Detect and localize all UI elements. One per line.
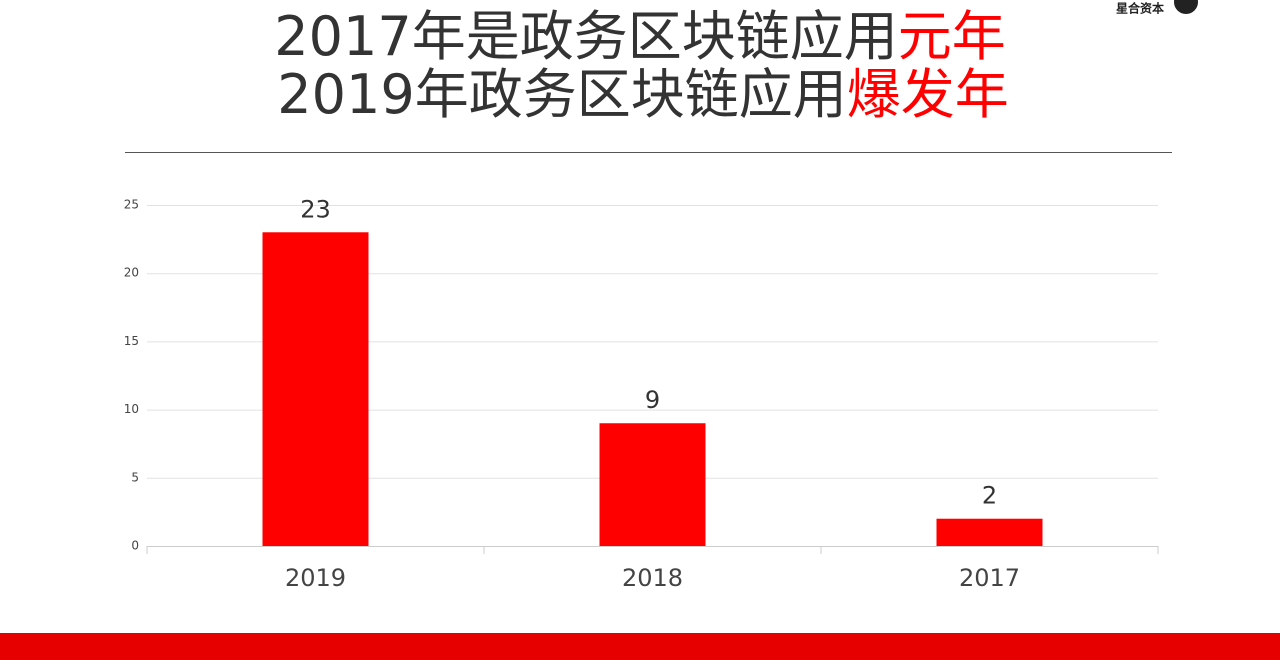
title-line: 2019年政务区块链应用爆发年 — [277, 63, 1008, 126]
value-label: 23 — [300, 195, 331, 223]
y-tick-label: 25 — [124, 198, 139, 212]
title-text: 2017年是政务区块链应用 — [274, 5, 897, 68]
bar — [262, 232, 369, 546]
plot: 0 5 10 15 20 25 2019 23 2018 9 2017 2 — [124, 195, 1159, 592]
logo-icon — [1174, 0, 1198, 14]
x-tick-label: 2018 — [622, 564, 683, 592]
x-tick-label: 2019 — [285, 564, 346, 592]
y-tick-label: 20 — [124, 266, 139, 280]
logo-text: 星合资本 — [1116, 1, 1164, 16]
y-tick-label: 0 — [131, 539, 139, 553]
bar — [936, 518, 1043, 546]
title-line: 2017年是政务区块链应用元年 — [274, 5, 1005, 68]
value-label: 2 — [982, 482, 997, 510]
y-tick-label: 5 — [131, 470, 139, 484]
x-tick-label: 2017 — [959, 564, 1020, 592]
title-text: 2019年政务区块链应用 — [277, 63, 846, 126]
bar — [599, 423, 706, 546]
y-tick-label: 10 — [124, 402, 139, 416]
title-highlight: 爆发年 — [847, 63, 1009, 126]
value-label: 9 — [645, 386, 660, 414]
y-tick-label: 15 — [124, 334, 139, 348]
title-highlight: 元年 — [898, 5, 1006, 68]
footer-bar — [0, 633, 1280, 660]
